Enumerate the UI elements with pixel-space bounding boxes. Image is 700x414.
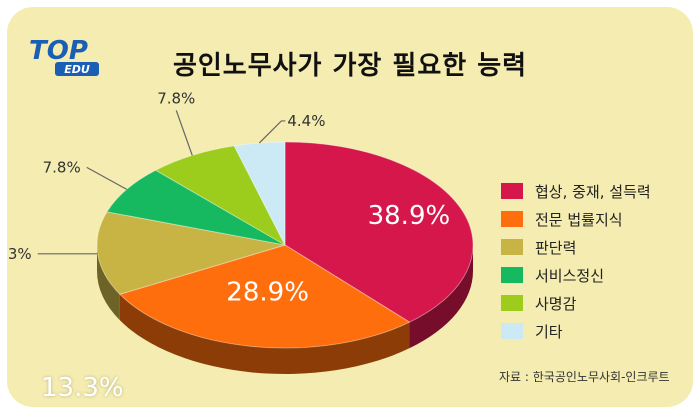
legend-label: 협상, 중재, 설득력 bbox=[535, 182, 651, 201]
legend-swatch bbox=[501, 323, 523, 339]
legend-item: 전문 법률지식 bbox=[501, 205, 651, 233]
legend-label: 판단력 bbox=[535, 238, 577, 257]
legend-label: 기타 bbox=[535, 322, 563, 341]
corner-value-label: 13.3% bbox=[41, 373, 124, 403]
legend-item: 판단력 bbox=[501, 233, 651, 261]
legend-item: 협상, 중재, 설득력 bbox=[501, 177, 651, 205]
legend-label: 사명감 bbox=[535, 294, 577, 313]
pie-slice-side bbox=[119, 294, 410, 374]
top-edu-logo: TOP EDU bbox=[29, 36, 99, 76]
slice-value-label: 7.8% bbox=[43, 158, 81, 176]
legend-swatch bbox=[501, 239, 523, 255]
chart-title: 공인노무사가 가장 필요한 능력 bbox=[172, 51, 528, 81]
logo-sub: EDU bbox=[64, 63, 90, 76]
legend-swatch bbox=[501, 295, 523, 311]
pie-slice bbox=[118, 244, 411, 349]
slice-value-label: 28.9% bbox=[226, 278, 309, 308]
pie-chart: 38.9% 28.9% 13.3% 7.8% 7.8% 4.4% bbox=[7, 89, 474, 374]
logo-word: TOP bbox=[29, 36, 88, 66]
pie-slice-side bbox=[409, 245, 473, 349]
slice-value-label: 38.9% bbox=[368, 201, 451, 231]
legend-swatch bbox=[501, 267, 523, 283]
legend-item: 사명감 bbox=[501, 289, 651, 317]
legend-item: 기타 bbox=[501, 317, 651, 345]
leader-line bbox=[86, 166, 128, 190]
pie-slice bbox=[233, 141, 286, 246]
chart-card: TOP EDU 공인노무사가 가장 필요한 능력 38.9% 28.9% 13.3%… bbox=[7, 7, 693, 407]
legend-label: 서비스정신 bbox=[535, 266, 605, 285]
slice-value-label: 4.4% bbox=[287, 112, 325, 130]
legend: 협상, 중재, 설득력 전문 법률지식 판단력 서비스정신 사명감 기타 bbox=[501, 177, 651, 345]
legend-swatch bbox=[501, 211, 523, 227]
legend-label: 전문 법률지식 bbox=[535, 210, 623, 229]
pie-slice-side bbox=[97, 245, 120, 321]
leader-line bbox=[175, 110, 193, 156]
source-note: 자료 : 한국공인노무사회-인크루트 bbox=[499, 370, 670, 384]
legend-swatch bbox=[501, 183, 523, 199]
leader-line bbox=[258, 120, 286, 144]
slice-value-label: 13.3% bbox=[7, 245, 32, 263]
pie-slice bbox=[284, 141, 474, 323]
legend-item: 서비스정신 bbox=[501, 261, 651, 289]
slice-value-label: 7.8% bbox=[157, 89, 195, 107]
